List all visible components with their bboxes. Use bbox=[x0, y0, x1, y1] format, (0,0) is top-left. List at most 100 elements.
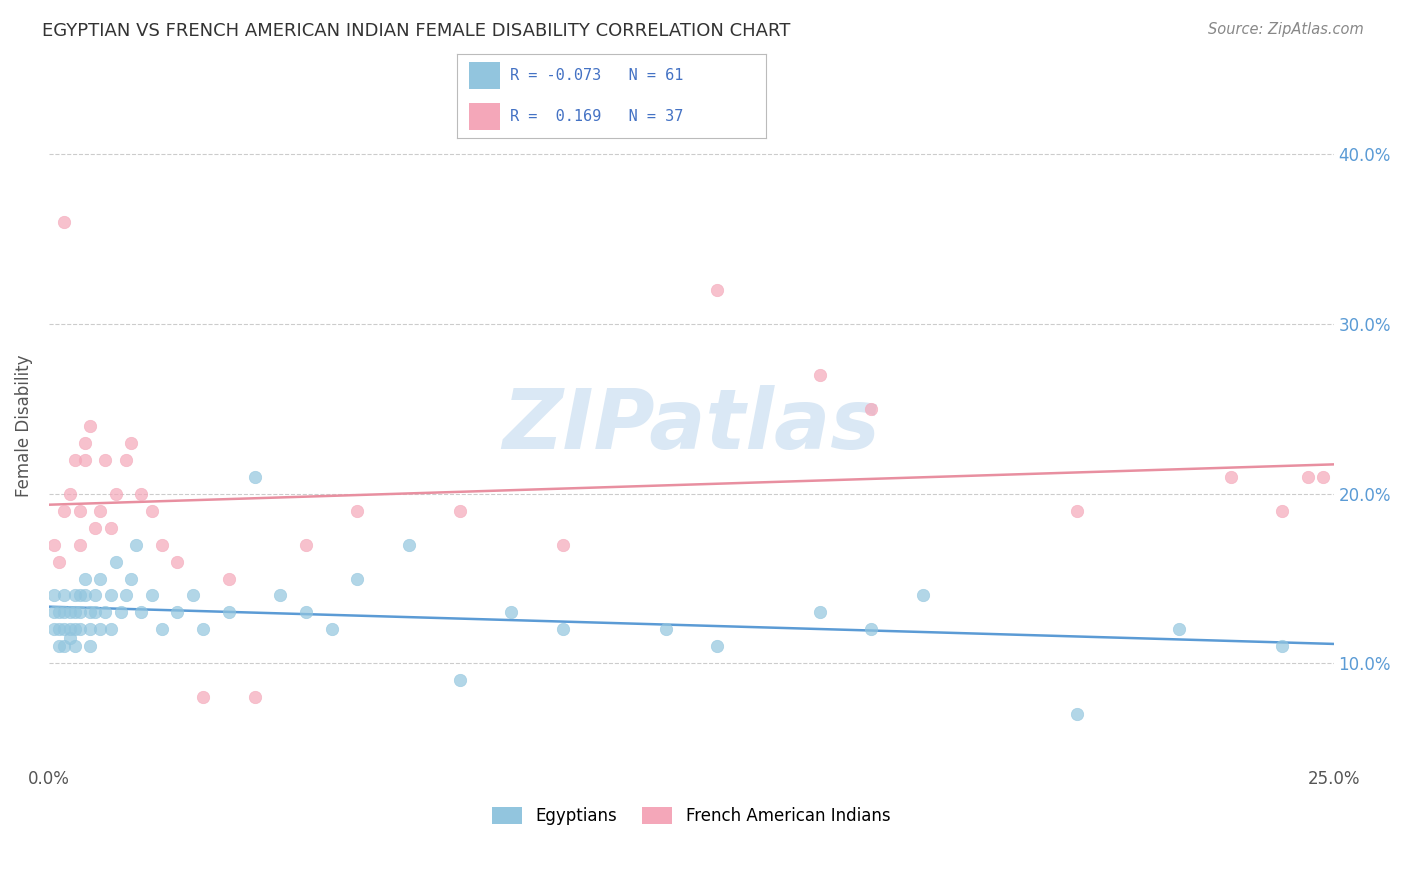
Point bbox=[295, 606, 318, 620]
Point bbox=[1296, 469, 1319, 483]
Text: Source: ZipAtlas.com: Source: ZipAtlas.com bbox=[1208, 22, 1364, 37]
Point bbox=[449, 503, 471, 517]
Point bbox=[53, 589, 76, 603]
Point bbox=[69, 589, 91, 603]
Point bbox=[58, 631, 80, 645]
Point bbox=[94, 452, 117, 467]
Point bbox=[150, 623, 173, 637]
Point bbox=[1219, 469, 1241, 483]
Point bbox=[120, 572, 142, 586]
Point bbox=[48, 606, 70, 620]
Point bbox=[42, 537, 65, 551]
Point bbox=[243, 469, 266, 483]
Point bbox=[120, 435, 142, 450]
Text: ZIPatlas: ZIPatlas bbox=[502, 385, 880, 467]
Point bbox=[115, 452, 138, 467]
Point bbox=[63, 640, 86, 654]
Point bbox=[1066, 503, 1088, 517]
Point bbox=[115, 589, 138, 603]
Point bbox=[1271, 503, 1294, 517]
Point bbox=[808, 606, 831, 620]
Point bbox=[104, 486, 127, 500]
Point bbox=[73, 589, 96, 603]
Point bbox=[1066, 707, 1088, 722]
Point bbox=[48, 555, 70, 569]
Point bbox=[449, 673, 471, 688]
Point bbox=[58, 486, 80, 500]
Point bbox=[73, 452, 96, 467]
Point bbox=[79, 623, 101, 637]
Y-axis label: Female Disability: Female Disability bbox=[15, 354, 32, 497]
Point bbox=[706, 283, 728, 297]
Point bbox=[860, 401, 883, 416]
Point bbox=[551, 623, 574, 637]
Point bbox=[191, 623, 214, 637]
Point bbox=[346, 572, 368, 586]
Point bbox=[398, 537, 420, 551]
Point bbox=[100, 623, 122, 637]
Point bbox=[1168, 623, 1191, 637]
Point bbox=[654, 623, 676, 637]
Point bbox=[79, 418, 101, 433]
Point bbox=[1312, 469, 1334, 483]
Point bbox=[100, 520, 122, 534]
Point bbox=[53, 503, 76, 517]
Point bbox=[84, 606, 107, 620]
Text: EGYPTIAN VS FRENCH AMERICAN INDIAN FEMALE DISABILITY CORRELATION CHART: EGYPTIAN VS FRENCH AMERICAN INDIAN FEMAL… bbox=[42, 22, 790, 40]
FancyBboxPatch shape bbox=[470, 62, 501, 89]
Point bbox=[48, 640, 70, 654]
FancyBboxPatch shape bbox=[470, 103, 501, 130]
Point bbox=[860, 623, 883, 637]
Point bbox=[125, 537, 148, 551]
Point bbox=[150, 537, 173, 551]
Point bbox=[243, 690, 266, 705]
Point bbox=[89, 572, 111, 586]
Point bbox=[551, 537, 574, 551]
Point bbox=[110, 606, 132, 620]
Point bbox=[58, 606, 80, 620]
Point bbox=[63, 623, 86, 637]
Point bbox=[89, 503, 111, 517]
Point bbox=[94, 606, 117, 620]
Point bbox=[53, 606, 76, 620]
Point bbox=[346, 503, 368, 517]
Point bbox=[79, 606, 101, 620]
Point bbox=[218, 606, 240, 620]
Point bbox=[131, 606, 153, 620]
Point bbox=[63, 589, 86, 603]
Point bbox=[42, 623, 65, 637]
Point bbox=[69, 606, 91, 620]
Point bbox=[166, 606, 188, 620]
Point bbox=[808, 368, 831, 382]
Point bbox=[89, 623, 111, 637]
Point bbox=[501, 606, 523, 620]
Point bbox=[100, 589, 122, 603]
Point bbox=[84, 520, 107, 534]
Point bbox=[42, 606, 65, 620]
Point bbox=[63, 452, 86, 467]
Point bbox=[79, 640, 101, 654]
Point bbox=[48, 623, 70, 637]
Point bbox=[1271, 640, 1294, 654]
Point bbox=[69, 623, 91, 637]
Point bbox=[84, 589, 107, 603]
Point bbox=[166, 555, 188, 569]
Legend: Egyptians, French American Indians: Egyptians, French American Indians bbox=[485, 800, 897, 831]
Point bbox=[58, 623, 80, 637]
Point bbox=[53, 215, 76, 229]
Point bbox=[181, 589, 204, 603]
Point bbox=[73, 435, 96, 450]
Point bbox=[295, 537, 318, 551]
Point bbox=[69, 503, 91, 517]
Point bbox=[141, 503, 163, 517]
Point bbox=[42, 589, 65, 603]
Point bbox=[63, 606, 86, 620]
Point bbox=[321, 623, 343, 637]
Point bbox=[53, 640, 76, 654]
Point bbox=[191, 690, 214, 705]
Point bbox=[911, 589, 934, 603]
Point bbox=[131, 486, 153, 500]
Point bbox=[706, 640, 728, 654]
Text: R =  0.169   N = 37: R = 0.169 N = 37 bbox=[509, 109, 683, 124]
Point bbox=[141, 589, 163, 603]
